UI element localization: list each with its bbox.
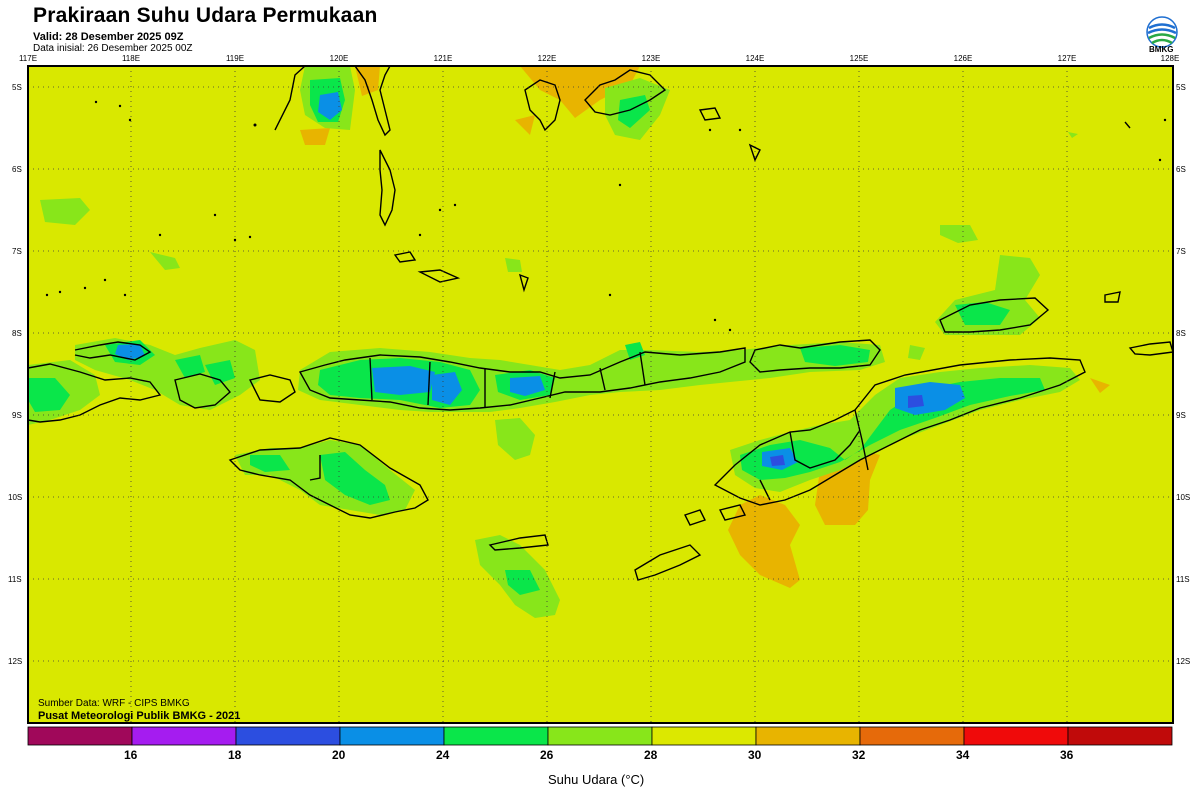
initial-data-time: Data inisial: 26 Desember 2025 00Z [33,43,193,54]
colorbar-swatch [547,726,653,746]
logo-text: BMKG [1149,45,1174,54]
colorbar-swatch [963,726,1069,746]
page-title: Prakiraan Suhu Udara Permukaan [33,4,378,27]
colorbar-tick-label: 34 [956,748,970,762]
lat-label: 11S [1176,575,1190,584]
lat-label: 10S [8,493,22,502]
colorbar-title: Suhu Udara (°C) [548,772,645,787]
colorbar-tick-label: 16 [124,748,138,762]
lon-label: 121E [434,54,453,63]
colorbar-tick-label: 20 [332,748,346,762]
lon-label: 124E [746,54,765,63]
map-frame [27,65,1174,724]
colorbar-swatch [131,726,237,746]
lat-label: 5S [12,83,22,92]
latitude-labels: 5S 6S 7S 8S 9S 10S 11S 12S [8,83,22,666]
lat-label: 7S [12,247,22,256]
lon-label: 122E [538,54,557,63]
bmkg-logo-icon [1146,16,1178,48]
lat-label: 6S [12,165,22,174]
lon-label: 127E [1058,54,1077,63]
lon-label: 125E [850,54,869,63]
grid-lines [28,66,1173,723]
lon-label: 120E [330,54,349,63]
longitude-labels: 117E 118E 119E 120E 121E 122E 123E 124E … [19,54,1179,63]
lat-label: 10S [1176,493,1190,502]
lon-label: 117E [19,54,37,63]
colorbar-tick-label: 32 [852,748,866,762]
colorbar-tick-label: 30 [748,748,762,762]
lon-label: 128E [1161,54,1180,63]
valid-time: Valid: 28 Desember 2025 09Z [33,31,184,43]
colorbar-tick-label: 28 [644,748,658,762]
colorbar-tick-label: 36 [1060,748,1074,762]
lat-label: 9S [1176,411,1186,420]
lon-label: 123E [642,54,661,63]
lon-label: 119E [226,54,244,63]
lon-label: 118E [122,54,140,63]
lat-label: 11S [8,575,22,584]
colorbar-swatch [755,726,861,746]
lat-label: 12S [8,657,22,666]
colorbar-swatch [859,726,965,746]
colorbar-swatch [1067,726,1173,746]
lat-label: 5S [1176,83,1186,92]
colorbar [27,726,1173,746]
lat-label: 9S [12,411,22,420]
temperature-contours [28,66,1173,723]
lat-label: 8S [1176,329,1186,338]
lat-label: 12S [1176,657,1190,666]
colorbar-tick-label: 24 [436,748,450,762]
colorbar-swatch [27,726,133,746]
data-source-credit: Sumber Data: WRF - CIPS BMKG [38,698,190,709]
lat-label: 6S [1176,165,1186,174]
colorbar-tick-label: 26 [540,748,554,762]
latitude-labels-right: 5S 6S 7S 8S 9S 10S 11S 12S [1176,83,1190,666]
lon-label: 126E [954,54,973,63]
organization-credit: Pusat Meteorologi Publik BMKG - 2021 [38,710,241,722]
small-islands [45,100,1167,332]
lat-label: 7S [1176,247,1186,256]
colorbar-swatch [235,726,341,746]
coastlines [28,66,1173,581]
colorbar-swatch [651,726,757,746]
colorbar-swatch [443,726,549,746]
colorbar-tick-label: 18 [228,748,242,762]
lat-label: 8S [12,329,22,338]
colorbar-swatch [339,726,445,746]
